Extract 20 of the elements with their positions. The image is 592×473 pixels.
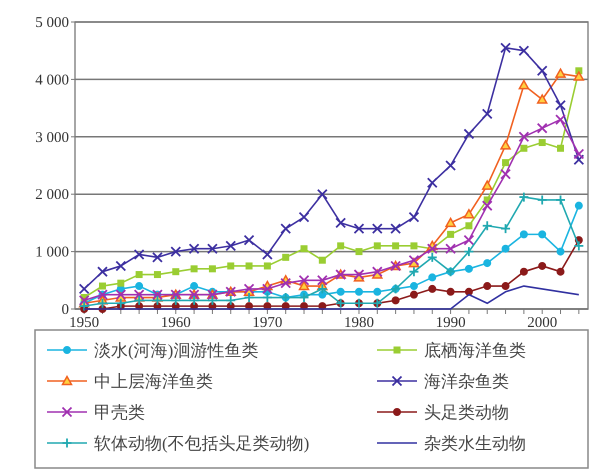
x-tick-label: 1960: [160, 315, 191, 331]
legend-label: 软体动物(不包括头足类动物): [94, 434, 310, 453]
x-tick-label: 2000: [527, 315, 558, 331]
x-tick-label: 1990: [436, 315, 466, 331]
y-tick-label: 1 000: [35, 244, 69, 261]
y-tick-label: 2 000: [35, 187, 69, 204]
y-tick-label: 4 000: [35, 72, 69, 88]
legend-label: 底栖海洋鱼类: [424, 341, 526, 360]
y-tick-label: 5 000: [35, 15, 69, 31]
legend-label: 淡水(河海)洄游性鱼类: [94, 341, 258, 360]
legend-label: 中上层海洋鱼类: [94, 372, 213, 391]
x-tick-label: 1950: [69, 315, 100, 331]
legend-label: 海洋杂鱼类: [424, 372, 509, 391]
y-tick-label: 3 000: [35, 130, 69, 146]
x-tick-label: 1970: [252, 315, 282, 331]
x-tick-label: 1980: [344, 315, 374, 331]
legend-label: 头足类动物: [424, 403, 509, 422]
y-tick-label: 0: [62, 302, 69, 318]
legend-label: 甲壳类: [94, 403, 145, 422]
legend-label: 杂类水生动物: [424, 434, 526, 453]
